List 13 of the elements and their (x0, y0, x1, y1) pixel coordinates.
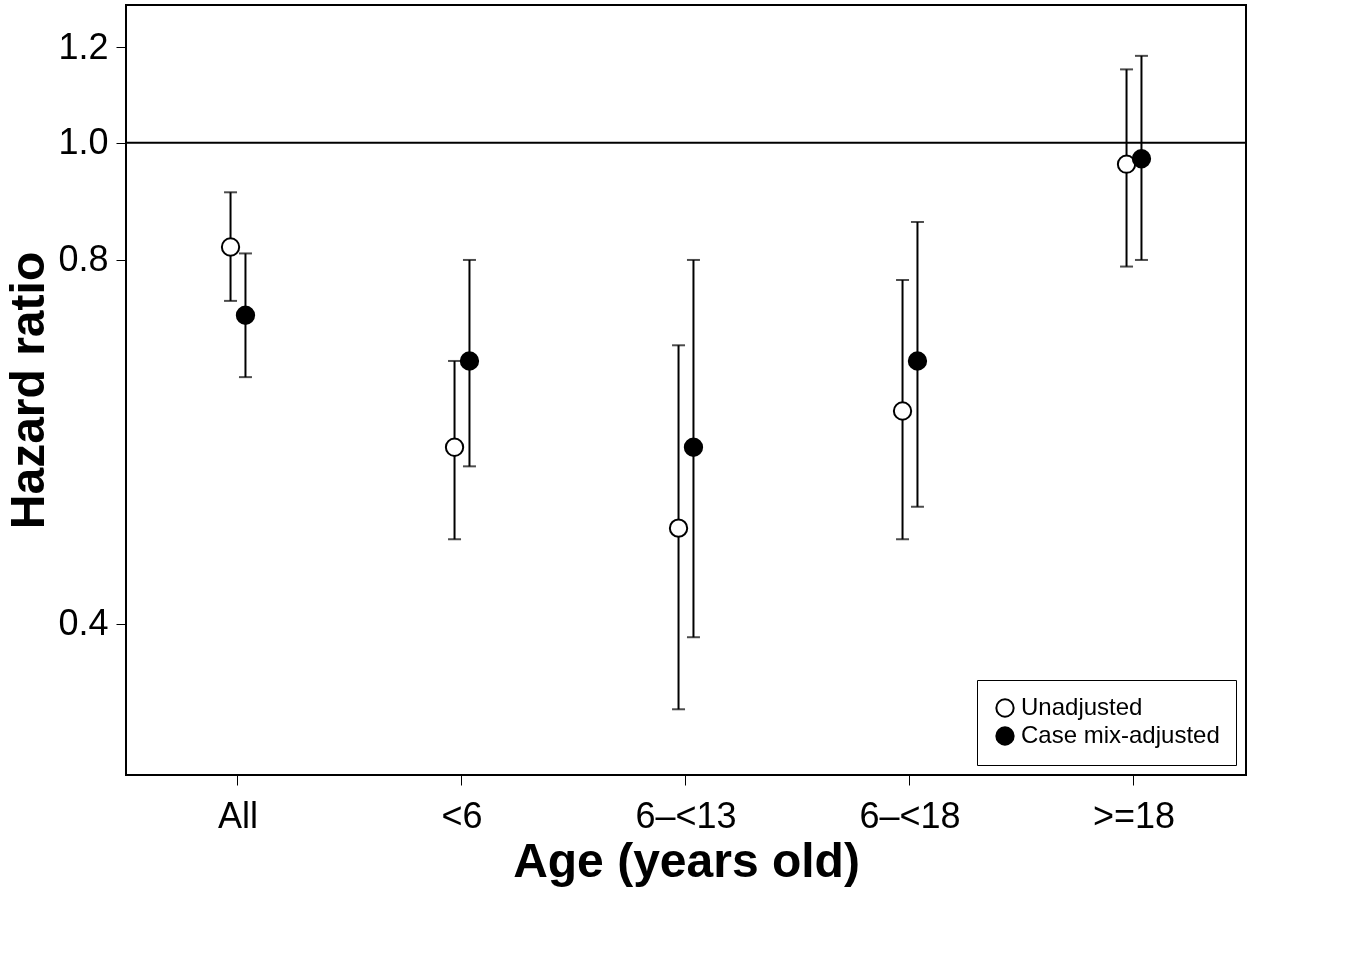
x-tick-label: All (217, 794, 259, 836)
x-axis-title: Age (years old) (513, 833, 860, 887)
y-tick-label: 1.0 (58, 121, 109, 163)
legend-label: Case mix-adjusted (1021, 721, 1220, 748)
x-tick-label: 6–<18 (859, 794, 961, 836)
legend-label: Unadjusted (1021, 693, 1143, 720)
x-tick-label: 6–<13 (635, 794, 737, 836)
x-tick-label: <6 (441, 794, 483, 836)
y-tick-label: 0.8 (58, 238, 109, 280)
y-tick-label: 0.4 (58, 602, 109, 644)
x-tick-label: >=18 (1092, 794, 1176, 836)
y-axis-title: Hazard ratio (1, 251, 55, 530)
y-tick-label: 1.2 (58, 25, 109, 67)
